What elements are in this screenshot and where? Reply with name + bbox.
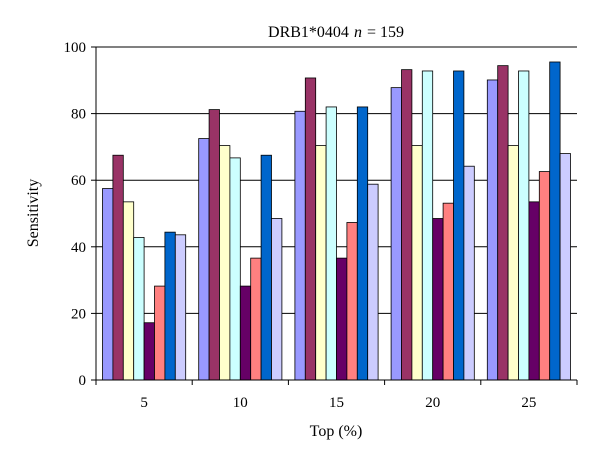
bar <box>421 70 434 381</box>
bar <box>133 237 145 381</box>
bar <box>538 171 551 381</box>
bar <box>208 109 220 381</box>
chart-title-main: DRB1*0404 <box>268 24 349 41</box>
bar <box>164 231 176 381</box>
bar <box>336 257 348 381</box>
bar <box>143 322 155 381</box>
bar <box>390 87 402 381</box>
bar <box>174 234 187 381</box>
x-tick-label: 15 <box>329 395 344 411</box>
bar <box>250 257 262 381</box>
bar <box>271 218 283 381</box>
bar <box>325 106 337 381</box>
bar <box>559 153 571 381</box>
y-tick-label: 60 <box>71 173 86 189</box>
bar <box>453 70 465 381</box>
bar <box>294 110 306 381</box>
bar <box>219 145 231 381</box>
bar <box>260 154 272 381</box>
bar <box>122 201 135 381</box>
y-tick-label: 0 <box>79 373 87 389</box>
bar <box>411 145 423 381</box>
y-tick-label: 20 <box>71 306 86 322</box>
x-tick-label: 25 <box>521 395 536 411</box>
x-tick-labels: 5 10 15 20 25 <box>140 395 536 411</box>
bar <box>486 79 499 381</box>
bar <box>518 70 530 381</box>
bar <box>463 165 475 381</box>
bar <box>304 77 317 381</box>
x-axis-label: Top (%) <box>310 423 363 440</box>
y-axis-label: Sensitivity <box>25 179 42 247</box>
bar <box>442 202 454 381</box>
bar <box>112 154 124 381</box>
bar <box>401 69 413 381</box>
y-tick-labels: 0 20 40 60 80 100 <box>64 40 87 389</box>
bar <box>367 183 379 381</box>
bar <box>198 138 210 381</box>
x-tick-label: 10 <box>233 395 248 411</box>
bar <box>239 285 252 381</box>
x-tick-label: 20 <box>425 395 440 411</box>
bar <box>497 65 509 381</box>
bar <box>346 222 358 381</box>
bar <box>229 157 241 381</box>
x-tick-label: 5 <box>140 395 148 411</box>
axes <box>95 47 578 385</box>
bar <box>549 61 561 381</box>
bar <box>432 218 444 381</box>
bars-group <box>102 61 571 381</box>
chart-title-n: n <box>354 24 362 41</box>
bar <box>507 145 519 381</box>
chart-title-rest: = 159 <box>367 24 404 41</box>
bar <box>154 285 166 381</box>
y-tick-label: 40 <box>71 240 86 256</box>
bar <box>528 201 540 381</box>
bar <box>356 106 369 381</box>
bar <box>315 145 327 381</box>
y-tick-label: 100 <box>64 40 87 56</box>
chart-title: DRB1*0404 n = 159 <box>268 24 404 41</box>
y-tick-label: 80 <box>71 107 86 123</box>
bar <box>102 188 114 381</box>
